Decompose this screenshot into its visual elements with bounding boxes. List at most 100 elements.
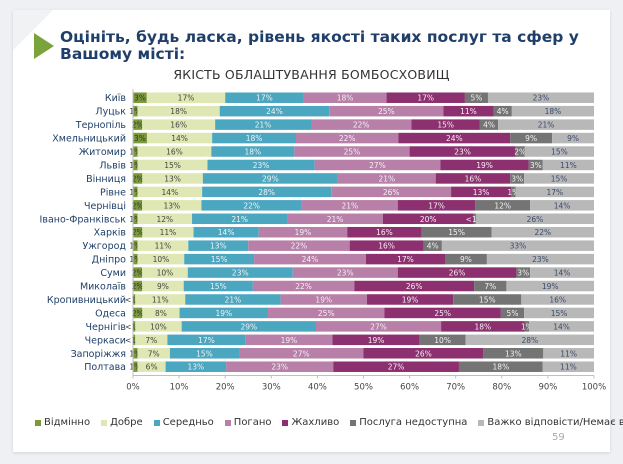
bar-segment — [337, 173, 436, 184]
data-label: 28% — [521, 336, 538, 345]
data-label: 18% — [545, 107, 562, 116]
data-label: 24% — [446, 134, 463, 143]
data-label: 2% — [514, 148, 526, 157]
bar-segment — [500, 307, 525, 319]
bar-segment — [441, 321, 525, 332]
bar-segment — [207, 159, 315, 171]
category-label: Харків — [94, 228, 127, 239]
data-label: 29% — [262, 174, 279, 183]
legend-label: Погано — [233, 417, 272, 428]
category-label: Чернівці — [84, 201, 126, 212]
legend-item: Відмінно — [35, 417, 90, 428]
data-label: 10% — [434, 336, 451, 345]
bar-segment — [366, 294, 454, 305]
data-label: 13% — [188, 363, 205, 372]
data-label: <1% — [125, 295, 143, 304]
x-tick-label: 60% — [400, 382, 419, 392]
data-label: 9% — [460, 255, 472, 264]
bar-segment — [133, 240, 138, 251]
data-label: 22% — [339, 134, 356, 143]
data-label: 23% — [253, 161, 270, 170]
legend-label: Важко відповісти/Немає відповіді — [487, 417, 623, 428]
data-label: 9% — [567, 134, 579, 143]
data-label: 16% — [166, 148, 183, 157]
data-label: 1% — [129, 363, 141, 372]
bar-segment — [133, 159, 138, 171]
bar-segment — [397, 267, 517, 278]
data-label: 19% — [402, 295, 419, 304]
bar-segment — [440, 159, 529, 171]
data-label: 4% — [483, 121, 495, 130]
bar-segment — [133, 348, 138, 359]
bar-segment — [137, 146, 212, 157]
x-tick-label: 20% — [216, 382, 235, 392]
data-label: 2% — [132, 174, 144, 183]
data-label: 20% — [420, 215, 437, 224]
bar-segment — [133, 119, 143, 130]
x-tick-label: 100% — [582, 382, 606, 392]
data-label: 26% — [406, 282, 423, 291]
bar-segment — [453, 294, 522, 305]
legend-swatch — [282, 419, 289, 426]
bar-segment — [142, 119, 216, 130]
bar-segment — [135, 321, 182, 332]
data-label: 25% — [434, 309, 451, 318]
bar-segment — [254, 253, 366, 265]
bar-segment — [294, 146, 410, 157]
data-label: 17% — [198, 336, 215, 345]
legend-item: Погано — [224, 417, 272, 428]
category-label: Кропивницький — [47, 295, 126, 306]
data-label: 17% — [397, 255, 414, 264]
category-label: Полтава — [84, 362, 126, 373]
data-label: 19% — [368, 336, 385, 345]
data-label: 15% — [210, 282, 227, 291]
chart-title: ЯКІСТЬ ОБЛАШТУВАННЯ БОМБОСХОВИЩ — [173, 67, 450, 82]
bar-segment — [529, 321, 594, 332]
data-label: 9% — [157, 282, 169, 291]
bar-segment — [215, 119, 312, 130]
data-label: 25% — [344, 148, 361, 157]
bar-segment — [421, 226, 492, 238]
bar-segment — [411, 119, 480, 130]
bar-segment — [169, 348, 240, 359]
data-label: 26% — [449, 269, 466, 278]
bar-segment — [135, 334, 168, 346]
bar-segment — [133, 92, 147, 103]
data-label: 33% — [510, 242, 527, 251]
data-label: 7% — [148, 349, 160, 358]
bar-segment — [465, 334, 594, 346]
data-label: 15% — [551, 174, 568, 183]
data-label: 23% — [232, 269, 249, 278]
data-label: 3% — [134, 94, 146, 103]
data-label: 27% — [293, 349, 310, 358]
data-label: 5% — [470, 94, 482, 103]
category-label: Тернопіль — [75, 120, 127, 131]
category-label: Ужгород — [82, 241, 126, 252]
data-label: 14% — [554, 269, 571, 278]
data-label: 23% — [271, 363, 288, 372]
bar-segment — [167, 334, 246, 346]
data-label: 17% — [428, 201, 445, 210]
legend-label: Середньо — [162, 417, 214, 428]
bar-segment — [498, 119, 594, 130]
data-label: 5% — [507, 309, 519, 318]
bar-segment — [301, 200, 398, 211]
data-label: 11% — [560, 349, 577, 358]
data-label: 21% — [378, 174, 395, 183]
bar-segment — [451, 186, 512, 198]
x-tick-label: 90% — [538, 382, 557, 392]
bar-segment — [142, 173, 203, 184]
x-tick-label: 30% — [262, 382, 281, 392]
data-label: 18% — [170, 107, 187, 116]
legend-item: Важко відповісти/Немає відповіді — [478, 417, 623, 428]
bar-segment — [329, 105, 444, 117]
data-label: 13% — [505, 349, 522, 358]
bar-segment — [542, 361, 594, 372]
bar-segment — [183, 280, 253, 292]
data-label: 27% — [388, 363, 405, 372]
category-label: Вінниця — [86, 174, 126, 185]
bar-segment — [386, 92, 465, 103]
category-label: Рівне — [100, 187, 126, 198]
bar-segment — [349, 240, 424, 251]
